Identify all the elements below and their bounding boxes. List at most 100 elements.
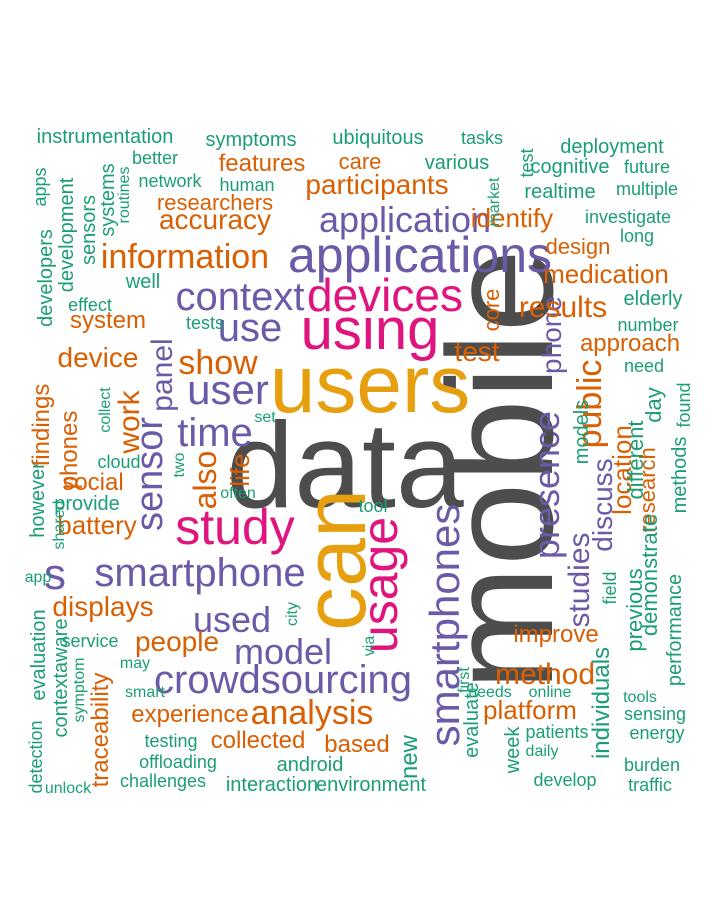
word-cognitive: cognitive — [530, 156, 610, 178]
word-development: development — [56, 177, 78, 293]
word-however: however — [27, 462, 49, 538]
word-burden: burden — [623, 755, 681, 775]
word-elderly: elderly — [623, 288, 683, 310]
word-patients: patients — [525, 722, 589, 742]
word-people: people — [134, 626, 220, 657]
word-methods: methods — [669, 436, 691, 514]
word-sensing: sensing — [623, 704, 687, 724]
word-use: use — [217, 306, 283, 350]
word-system: system — [69, 307, 147, 334]
word-findings: findings — [28, 383, 55, 467]
word-information: information — [100, 238, 270, 276]
word-smartphones: smartphones — [421, 503, 468, 747]
word-evaluation: evaluation — [28, 609, 50, 701]
word-first: first — [456, 667, 473, 693]
word-tools: tools — [623, 689, 657, 706]
word-cloud: cloud — [97, 452, 141, 472]
word-android: android — [276, 754, 344, 776]
word-show: show — [178, 344, 258, 382]
word-analysis: analysis — [250, 694, 374, 732]
word-s: s — [44, 550, 66, 599]
word-platform: platform — [483, 695, 577, 725]
word-approach: approach — [579, 330, 681, 357]
word-tests: tests — [185, 313, 225, 333]
word-displays: displays — [52, 591, 154, 622]
word-devices: devices — [307, 269, 463, 321]
word-long: long — [619, 226, 655, 246]
word-usage: usage — [352, 516, 408, 654]
word-set: set — [254, 409, 276, 426]
word-environment: environment — [315, 774, 427, 796]
word-symptom: symptom — [71, 657, 88, 723]
word-energy: energy — [629, 723, 685, 743]
word-also: also — [187, 450, 223, 510]
word-app: app — [24, 569, 52, 586]
word-study: study — [175, 499, 295, 555]
word-realtime: realtime — [524, 181, 596, 203]
word-smartphone: smartphone — [94, 551, 306, 595]
word-develop: develop — [533, 770, 597, 790]
word-market: market — [486, 177, 503, 227]
word-method: method — [494, 658, 596, 691]
word-shared: shared — [51, 500, 68, 550]
word-care: care — [338, 149, 382, 174]
word-often: often — [220, 485, 256, 502]
word-traffic: traffic — [628, 775, 672, 795]
word-panel: panel — [146, 338, 179, 412]
word-daily: daily — [525, 743, 559, 760]
word-experience: experience — [131, 701, 249, 728]
word-using: using — [300, 297, 440, 362]
word-context: context — [175, 275, 305, 319]
word-instrumentation: instrumentation — [36, 126, 174, 148]
word-symptoms: symptoms — [205, 129, 297, 151]
word-better: better — [131, 148, 179, 168]
word-may: may — [119, 655, 151, 672]
word-needs: needs — [468, 684, 512, 701]
word-network: network — [138, 171, 202, 191]
word-found: found — [674, 382, 694, 428]
word-identify: identify — [470, 203, 554, 233]
word-detection: detection — [26, 720, 46, 794]
word-phones: phones — [56, 410, 83, 490]
word-presence: presence — [526, 410, 567, 560]
word-accuracy: accuracy — [158, 204, 272, 235]
word-design: design — [545, 234, 611, 259]
word-investigate: investigate — [584, 207, 672, 227]
word-improve: improve — [513, 621, 599, 648]
word-smart: smart — [125, 684, 165, 701]
word-core: core — [479, 288, 504, 332]
word-performance: performance — [664, 573, 686, 687]
word-two: two — [171, 452, 188, 478]
word-collected: collected — [210, 727, 306, 754]
word-results: results — [518, 291, 608, 324]
word-evaluate: evaluate — [461, 682, 483, 758]
word-different: different — [623, 420, 648, 500]
word-city: city — [284, 602, 301, 626]
word-test: test — [517, 148, 537, 178]
word-via: via — [361, 635, 378, 657]
word-demonstrate: demonstrate — [637, 513, 662, 637]
word-life: life — [225, 453, 255, 487]
word-used: used — [192, 599, 272, 640]
word-interaction: interaction — [225, 774, 319, 796]
word-models: models — [571, 399, 593, 465]
word-device: device — [57, 342, 139, 373]
word-offloading: offloading — [139, 752, 217, 772]
word-individuals: individuals — [588, 646, 615, 760]
word-need: need — [623, 356, 665, 376]
word-contextaware: contextaware — [50, 618, 72, 738]
word-test: test — [454, 336, 500, 367]
word-developers: developers — [35, 229, 57, 327]
word-social: social — [62, 469, 124, 496]
word-number: number — [617, 315, 679, 335]
word-various: various — [424, 152, 490, 174]
word-multiple: multiple — [615, 179, 679, 199]
word-effect: effect — [68, 295, 112, 315]
word-provide: provide — [54, 493, 120, 515]
word-deployment: deployment — [560, 136, 664, 158]
word-work: work — [113, 390, 146, 454]
word-unlock: unlock — [44, 780, 92, 797]
word-new: new — [396, 734, 423, 780]
word-users: users — [269, 339, 471, 430]
word-participants: participants — [305, 169, 449, 200]
